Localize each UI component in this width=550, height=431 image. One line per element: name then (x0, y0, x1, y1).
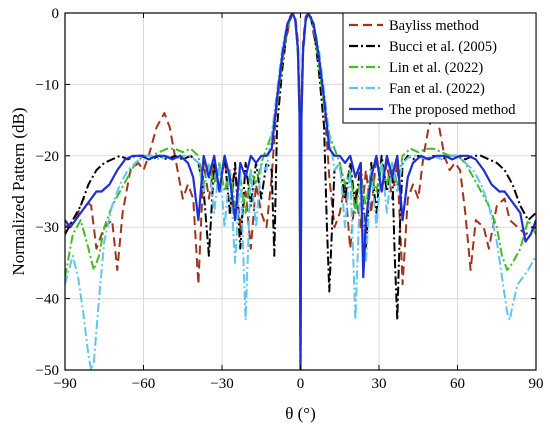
y-tick-label: −40 (36, 292, 59, 308)
y-axis-label: Normalized Pattern (dB) (9, 107, 28, 275)
series-layer (65, 13, 536, 370)
series-line-3 (65, 13, 536, 370)
series-line-2 (65, 13, 536, 370)
y-tick-label: −50 (36, 363, 59, 379)
series-line-1 (65, 13, 536, 370)
x-tick-label: 60 (450, 376, 465, 392)
legend-label-0: Bayliss method (389, 18, 480, 34)
x-tick-label: 0 (297, 376, 305, 392)
x-tick-label: −30 (210, 376, 233, 392)
legend-label-2: Lin et al. (2022) (389, 60, 483, 76)
y-tick-label: −20 (36, 149, 59, 165)
axis-ticks: −90 −60 −30 0 30 60 90 0 −10 −20 −30 −40 −50 (36, 6, 544, 392)
legend-label-1: Bucci et al. (2005) (389, 39, 497, 55)
legend-label-3: Fan et al. (2022) (389, 81, 485, 97)
y-tick-label: −10 (36, 77, 59, 93)
x-tick-label: 90 (529, 376, 544, 392)
x-axis-label: θ (°) (285, 404, 316, 423)
legend: Bayliss method Bucci et al. (2005) Lin et … (342, 12, 537, 124)
y-tick-label: −30 (36, 220, 59, 236)
y-tick-label: 0 (52, 6, 60, 22)
series-line-4 (65, 13, 536, 370)
legend-label-4: The proposed method (389, 102, 516, 118)
x-tick-label: −60 (132, 376, 155, 392)
x-tick-label: −90 (53, 376, 76, 392)
x-tick-label: 30 (372, 376, 387, 392)
legend-box (342, 12, 537, 124)
